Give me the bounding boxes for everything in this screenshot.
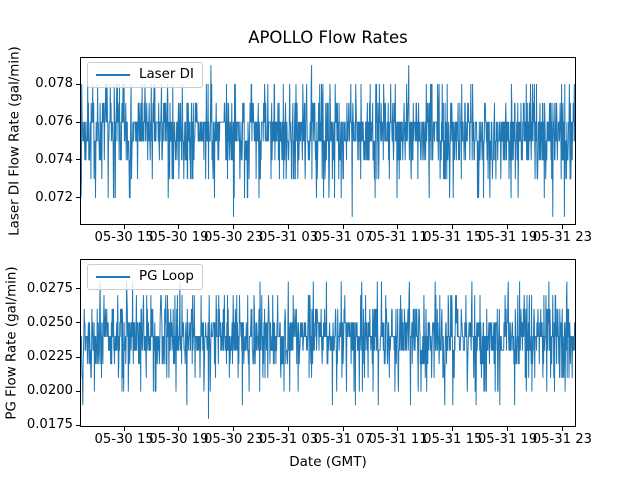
x-tick — [342, 225, 344, 229]
x-tick-label: 05-31 03 — [258, 230, 319, 245]
x-tick — [397, 427, 399, 431]
x-tick — [123, 427, 125, 431]
x-tick-label: 05-30 19 — [149, 230, 209, 245]
chart-title: APOLLO Flow Rates — [248, 28, 408, 47]
x-tick — [452, 225, 454, 229]
subplot-laser-di: Laser DI — [80, 57, 576, 225]
x-tick-label: 05-31 07 — [313, 432, 373, 447]
x-tick-label: 05-31 07 — [313, 230, 373, 245]
x-tick-label: 05-31 11 — [368, 230, 428, 245]
y-tick — [76, 159, 80, 161]
y-tick — [76, 390, 80, 392]
y-tick — [76, 83, 80, 85]
x-tick-label: 05-30 23 — [204, 432, 264, 447]
x-tick — [561, 225, 563, 229]
pg-loop-line-series — [81, 281, 575, 419]
x-tick — [507, 427, 509, 431]
y-tick-label: 0.0225 — [26, 349, 73, 364]
legend-label-laser-di: Laser DI — [139, 67, 194, 82]
x-tick-label: 05-30 19 — [149, 432, 209, 447]
y-tick-label: 0.078 — [35, 76, 73, 92]
x-tick-label: 05-31 23 — [532, 230, 592, 245]
x-tick-label: 05-30 15 — [94, 230, 154, 245]
laser-di-line — [81, 65, 575, 217]
x-tick — [123, 225, 125, 229]
x-tick-label: 05-31 19 — [477, 230, 538, 245]
x-tick-label: 05-31 11 — [368, 432, 428, 447]
x-tick — [233, 427, 235, 431]
y-tick-label: 0.0200 — [26, 383, 73, 399]
x-tick-label: 05-31 19 — [477, 432, 538, 447]
pg-loop-line — [81, 281, 575, 419]
y-tick-label: 0.0175 — [26, 417, 73, 433]
y-tick-label: 0.0275 — [26, 280, 73, 296]
legend-laser-di: Laser DI — [87, 62, 203, 88]
subplot-pg-loop: PG Loop — [80, 259, 576, 427]
legend-label-pg-loop: PG Loop — [139, 269, 194, 284]
y-tick-label: 0.072 — [35, 189, 73, 205]
x-tick — [287, 225, 289, 229]
x-tick — [452, 427, 454, 431]
x-tick-label: 05-31 03 — [258, 432, 319, 447]
x-tick-label: 05-31 15 — [423, 230, 483, 245]
y-tick — [76, 288, 80, 290]
legend-pg-loop: PG Loop — [87, 264, 203, 290]
y-axis-label-laser-di: Laser DI Flow Rate (gal/min) — [7, 46, 23, 236]
y-tick — [76, 356, 80, 358]
y-tick-label: 0.074 — [35, 151, 73, 167]
x-tick — [287, 427, 289, 431]
legend-line-sample-icon — [96, 276, 130, 278]
y-tick — [76, 424, 80, 426]
legend-line-sample-icon — [96, 74, 130, 76]
x-tick — [178, 225, 180, 229]
y-tick-label: 0.0250 — [26, 314, 73, 330]
x-tick — [178, 427, 180, 431]
x-tick — [561, 427, 563, 431]
x-tick — [342, 427, 344, 431]
x-tick-label: 05-31 23 — [532, 432, 592, 447]
x-tick-label: 05-31 15 — [423, 432, 483, 447]
x-tick — [233, 225, 235, 229]
x-tick-label: 05-30 23 — [204, 230, 264, 245]
laser-di-line-series — [81, 65, 575, 217]
x-tick — [507, 225, 509, 229]
y-tick — [76, 322, 80, 324]
x-tick-label: 05-30 15 — [94, 432, 154, 447]
x-tick — [397, 225, 399, 229]
y-tick — [76, 121, 80, 123]
y-tick-label: 0.076 — [35, 114, 73, 130]
x-axis-label: Date (GMT) — [289, 454, 367, 470]
y-tick — [76, 197, 80, 199]
